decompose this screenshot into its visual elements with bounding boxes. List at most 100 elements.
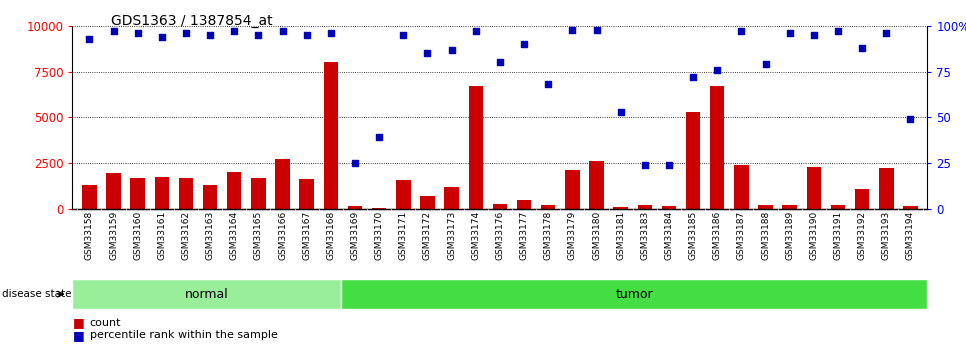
Text: GSM33174: GSM33174 [471,211,480,260]
Point [541,82,556,87]
Bar [203,185,217,209]
Bar [341,279,927,309]
Point [323,30,339,36]
Text: GSM33169: GSM33169 [351,211,359,260]
Bar [613,207,628,209]
Point [444,47,460,52]
Text: GSM33161: GSM33161 [157,211,166,260]
Point [155,34,170,40]
Bar [251,178,266,209]
Bar [420,196,435,209]
Text: count: count [90,318,122,327]
Text: GSM33189: GSM33189 [785,211,794,260]
Text: GSM33162: GSM33162 [182,211,190,260]
Bar [155,177,169,209]
Point [275,29,291,34]
Bar [782,205,797,209]
Point [106,29,122,34]
Bar [72,279,341,309]
Point [734,29,750,34]
Point [251,32,267,38]
Bar [227,172,242,209]
Text: GSM33183: GSM33183 [640,211,649,260]
Text: disease state: disease state [2,289,71,299]
Text: GSM33170: GSM33170 [375,211,384,260]
Bar [106,173,121,209]
Bar [493,204,507,209]
Text: percentile rank within the sample: percentile rank within the sample [90,331,277,340]
Text: tumor: tumor [615,288,653,300]
Bar [565,170,580,209]
Text: ■: ■ [72,316,84,329]
Bar [589,161,604,209]
Bar [903,206,918,209]
Point [396,32,412,38]
Point [564,27,580,32]
Bar [130,178,145,209]
Text: GSM33186: GSM33186 [713,211,722,260]
Text: normal: normal [185,288,229,300]
Bar [710,86,724,209]
Bar [831,205,845,209]
Text: GSM33192: GSM33192 [858,211,867,260]
Text: GSM33167: GSM33167 [302,211,311,260]
Point [348,160,363,166]
Bar [396,180,411,209]
Point [299,32,315,38]
Bar [324,62,338,209]
Text: GSM33180: GSM33180 [592,211,601,260]
Bar [855,189,869,209]
Bar [662,206,676,209]
Text: GSM33163: GSM33163 [206,211,214,260]
Text: GSM33160: GSM33160 [133,211,142,260]
Point [226,29,242,34]
Text: GSM33184: GSM33184 [665,211,673,260]
Bar [541,205,555,209]
Point [638,162,653,168]
Point [492,60,508,65]
Bar [444,187,459,209]
Text: GSM33193: GSM33193 [882,211,891,260]
Point [782,30,798,36]
Point [686,74,701,80]
Point [855,45,870,51]
Text: GSM33164: GSM33164 [230,211,239,260]
Text: GSM33187: GSM33187 [737,211,746,260]
Bar [82,185,97,209]
Point [879,30,895,36]
Bar [348,206,362,209]
Text: GSM33185: GSM33185 [689,211,697,260]
Point [613,109,629,115]
Text: GSM33168: GSM33168 [327,211,335,260]
Bar [469,86,483,209]
Bar [517,199,531,209]
Text: GSM33159: GSM33159 [109,211,118,260]
Point [709,67,724,72]
Text: GSM33188: GSM33188 [761,211,770,260]
Text: GSM33190: GSM33190 [810,211,818,260]
Point [661,162,676,168]
Text: GSM33179: GSM33179 [568,211,577,260]
Point [757,61,773,67]
Point [203,32,218,38]
Text: GSM33176: GSM33176 [496,211,504,260]
Bar [372,208,386,209]
Text: GSM33177: GSM33177 [520,211,528,260]
Text: GSM33178: GSM33178 [544,211,553,260]
Point [831,29,846,34]
Text: GSM33191: GSM33191 [834,211,842,260]
Point [589,27,605,32]
Text: GSM33172: GSM33172 [423,211,432,260]
Point [902,116,918,122]
Text: GSM33166: GSM33166 [278,211,287,260]
Text: GSM33158: GSM33158 [85,211,94,260]
Bar [734,165,749,209]
Bar [686,112,700,209]
Text: ■: ■ [72,329,84,342]
Text: GSM33181: GSM33181 [616,211,625,260]
Text: GSM33194: GSM33194 [906,211,915,260]
Bar [275,159,290,209]
Point [419,50,435,56]
Point [179,30,194,36]
Point [517,41,532,47]
